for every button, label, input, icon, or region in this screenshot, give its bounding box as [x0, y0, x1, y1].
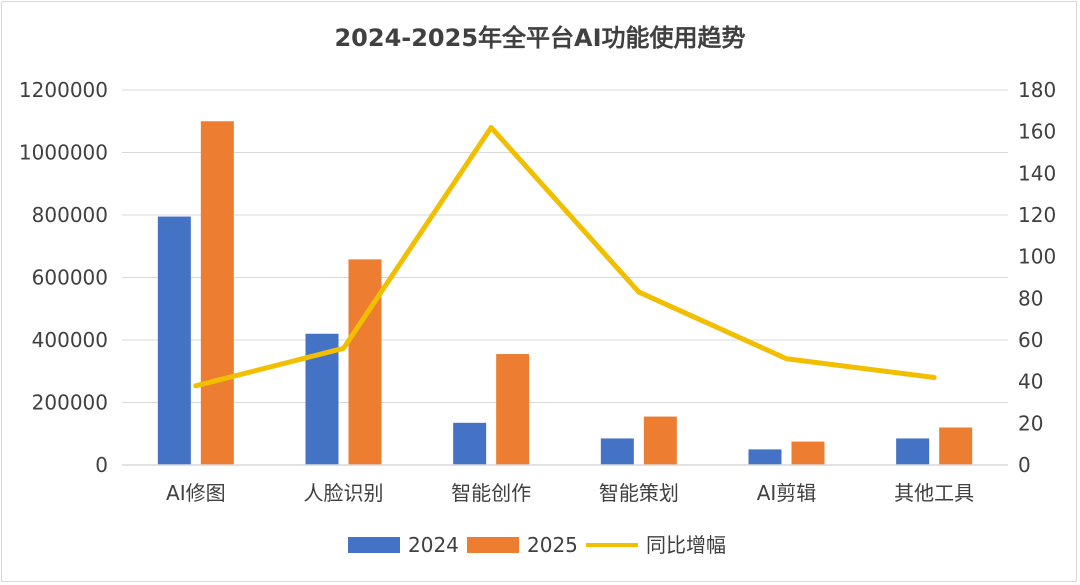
- category-label: 其他工具: [894, 481, 974, 505]
- right-tick-label: 140: [1018, 161, 1056, 185]
- bar-2024-2: [453, 422, 487, 465]
- bar-2024-4: [748, 449, 782, 465]
- left-tick-label: 0: [95, 453, 108, 477]
- bar-2024-0: [157, 216, 191, 465]
- category-label: AI剪辑: [757, 481, 817, 505]
- left-tick-label: 1000000: [19, 141, 108, 165]
- line-series: [193, 125, 937, 389]
- line-yoy: [193, 125, 937, 389]
- legend-label-2024: 2024: [408, 533, 459, 557]
- right-tick-label: 60: [1018, 328, 1043, 352]
- category-label: 智能策划: [599, 481, 679, 505]
- bar-2025-5: [939, 427, 973, 465]
- gridlines: [122, 89, 1008, 403]
- legend-swatch-2025: [467, 537, 519, 553]
- left-axis: 0 200000 400000 600000 800000 1000000 1200000: [19, 78, 108, 477]
- category-label: 人脸识别: [304, 481, 384, 505]
- right-tick-label: 80: [1018, 286, 1043, 310]
- right-tick-label: 180: [1018, 78, 1056, 102]
- legend-label-yoy: 同比增幅: [646, 533, 726, 557]
- left-tick-label: 200000: [32, 391, 108, 415]
- right-tick-label: 100: [1018, 245, 1056, 269]
- bar-2024-3: [600, 438, 634, 465]
- right-tick-label: 160: [1018, 120, 1056, 144]
- bar-2025-1: [348, 259, 382, 465]
- right-tick-label: 120: [1018, 203, 1056, 227]
- chart-title: 2024-2025年全平台AI功能使用趋势: [334, 24, 745, 52]
- right-axis: 0 20 40 60 80 100 120 140 160 180: [1018, 78, 1056, 477]
- legend: 2024 2025 同比增幅: [348, 533, 726, 557]
- bar-2025-3: [643, 416, 677, 465]
- left-tick-label: 400000: [32, 328, 108, 352]
- category-label: 智能创作: [451, 481, 531, 505]
- bar-2025-2: [496, 354, 530, 465]
- bar-series: [157, 121, 973, 465]
- right-tick-label: 40: [1018, 370, 1043, 394]
- left-tick-label: 1200000: [19, 78, 108, 102]
- legend-label-2025: 2025: [527, 533, 578, 557]
- legend-swatch-2024: [348, 537, 400, 553]
- bar-2024-5: [896, 438, 930, 465]
- category-label: AI修图: [166, 481, 226, 505]
- bar-2025-0: [200, 121, 234, 465]
- x-axis: AI修图 人脸识别 智能创作 智能策划 AI剪辑 其他工具: [122, 464, 1008, 505]
- left-tick-label: 800000: [32, 203, 108, 227]
- right-tick-label: 20: [1018, 411, 1043, 435]
- right-tick-label: 0: [1018, 453, 1031, 477]
- bar-2025-4: [791, 441, 825, 465]
- left-tick-label: 600000: [32, 266, 108, 290]
